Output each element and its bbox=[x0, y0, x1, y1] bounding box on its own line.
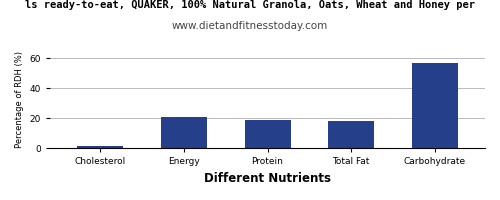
Bar bbox=[78, 146, 124, 148]
X-axis label: Different Nutrients: Different Nutrients bbox=[204, 172, 331, 185]
Text: www.dietandfitnesstoday.com: www.dietandfitnesstoday.com bbox=[172, 21, 328, 31]
Text: ls ready-to-eat, QUAKER, 100% Natural Granola, Oats, Wheat and Honey per: ls ready-to-eat, QUAKER, 100% Natural Gr… bbox=[25, 0, 475, 10]
Y-axis label: Percentage of RDH (%): Percentage of RDH (%) bbox=[15, 51, 24, 148]
Bar bbox=[412, 63, 458, 148]
Bar bbox=[244, 120, 290, 148]
Bar bbox=[328, 121, 374, 148]
Bar bbox=[161, 117, 207, 148]
